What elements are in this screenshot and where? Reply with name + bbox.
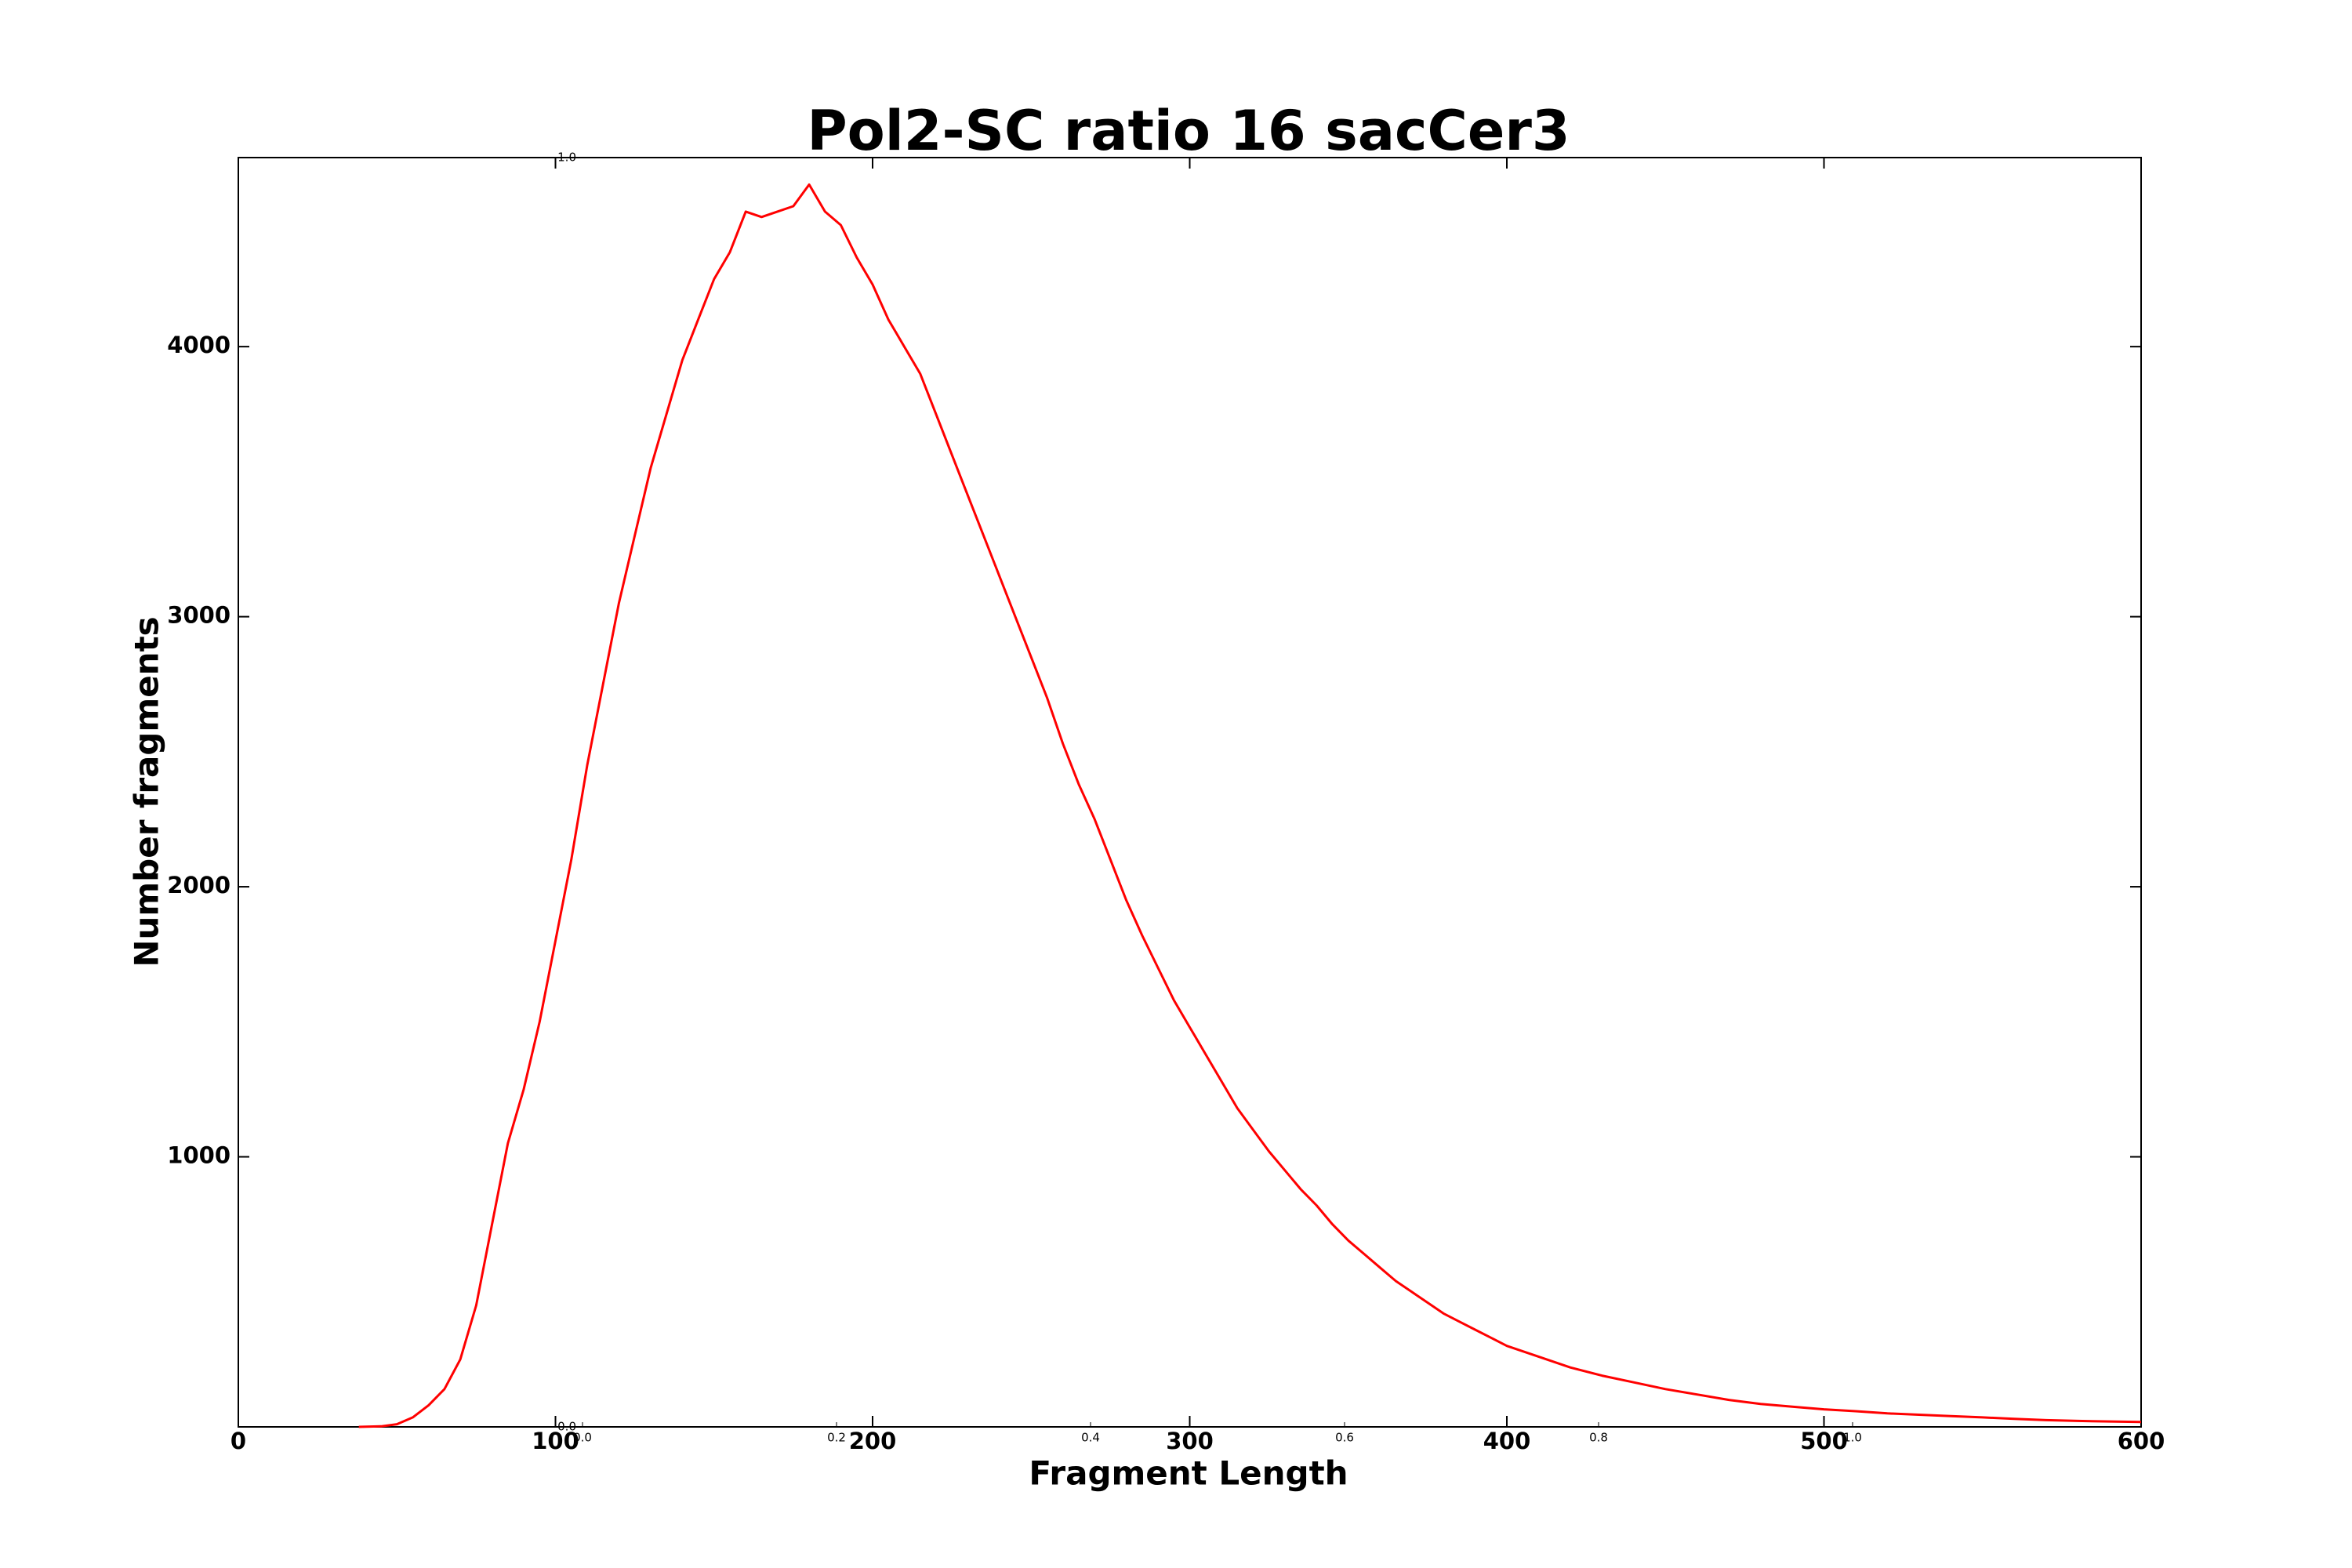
y-tick-label: 1000	[167, 1142, 230, 1169]
inset-x-tick-label: 0.8	[1589, 1431, 1608, 1445]
y-tick-label: 2000	[167, 872, 230, 898]
x-axis-label: Fragment Length	[1029, 1454, 1348, 1493]
y-tick-label: 3000	[167, 602, 230, 629]
inset-x-tick-label: 0.0	[573, 1431, 592, 1445]
inset-y-tick-label: 0.0	[557, 1420, 576, 1434]
data-line	[358, 183, 2142, 1428]
y-tick-label: 4000	[167, 332, 230, 358]
x-tick-label: 200	[849, 1428, 897, 1454]
x-tick-label: 600	[2118, 1428, 2165, 1454]
x-tick-label: 0	[230, 1428, 246, 1454]
inset-x-tick-label: 0.6	[1335, 1431, 1354, 1445]
chart-title: Pol2-SC ratio 16 sacCer3	[807, 99, 1570, 163]
inset-x-tick-label: 1.0	[1843, 1431, 1862, 1445]
y-axis-label: Number fragments	[128, 616, 166, 967]
plot-frame	[238, 157, 2142, 1428]
inset-y-tick-label: 1.0	[557, 151, 576, 165]
x-tick-label: 500	[1800, 1428, 1848, 1454]
inset-x-tick-label: 0.2	[827, 1431, 846, 1445]
x-tick-label: 100	[532, 1428, 579, 1454]
inset-x-tick-label: 0.4	[1081, 1431, 1100, 1445]
x-tick-label: 300	[1166, 1428, 1214, 1454]
x-tick-label: 400	[1483, 1428, 1531, 1454]
